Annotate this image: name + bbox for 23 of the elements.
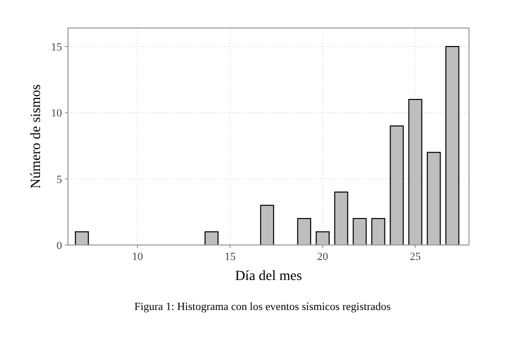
y-axis-title: Número de sismos bbox=[29, 84, 44, 189]
bar bbox=[316, 231, 330, 246]
x-tick-label: 15 bbox=[224, 251, 236, 263]
x-tick-label: 20 bbox=[317, 251, 329, 263]
bar bbox=[352, 218, 367, 246]
bar bbox=[74, 231, 89, 246]
x-tick-label: 25 bbox=[410, 251, 422, 263]
bar bbox=[334, 192, 348, 246]
x-axis-title: Día del mes bbox=[235, 269, 302, 284]
bar bbox=[297, 218, 312, 246]
y-tick-label: 10 bbox=[51, 108, 62, 120]
bar bbox=[371, 218, 386, 246]
x-tick-label: 10 bbox=[132, 251, 144, 263]
bar bbox=[390, 125, 404, 246]
bar bbox=[426, 152, 441, 246]
bar bbox=[260, 204, 274, 246]
y-tick-label: 5 bbox=[56, 174, 62, 186]
bar bbox=[445, 46, 460, 246]
bar bbox=[408, 98, 422, 246]
bar bbox=[204, 231, 219, 246]
y-tick-label: 0 bbox=[56, 240, 62, 252]
text: Figura 1: Histograma con los eventos sísmicos registrados bbox=[134, 301, 391, 313]
y-tick-label: 15 bbox=[51, 42, 62, 54]
